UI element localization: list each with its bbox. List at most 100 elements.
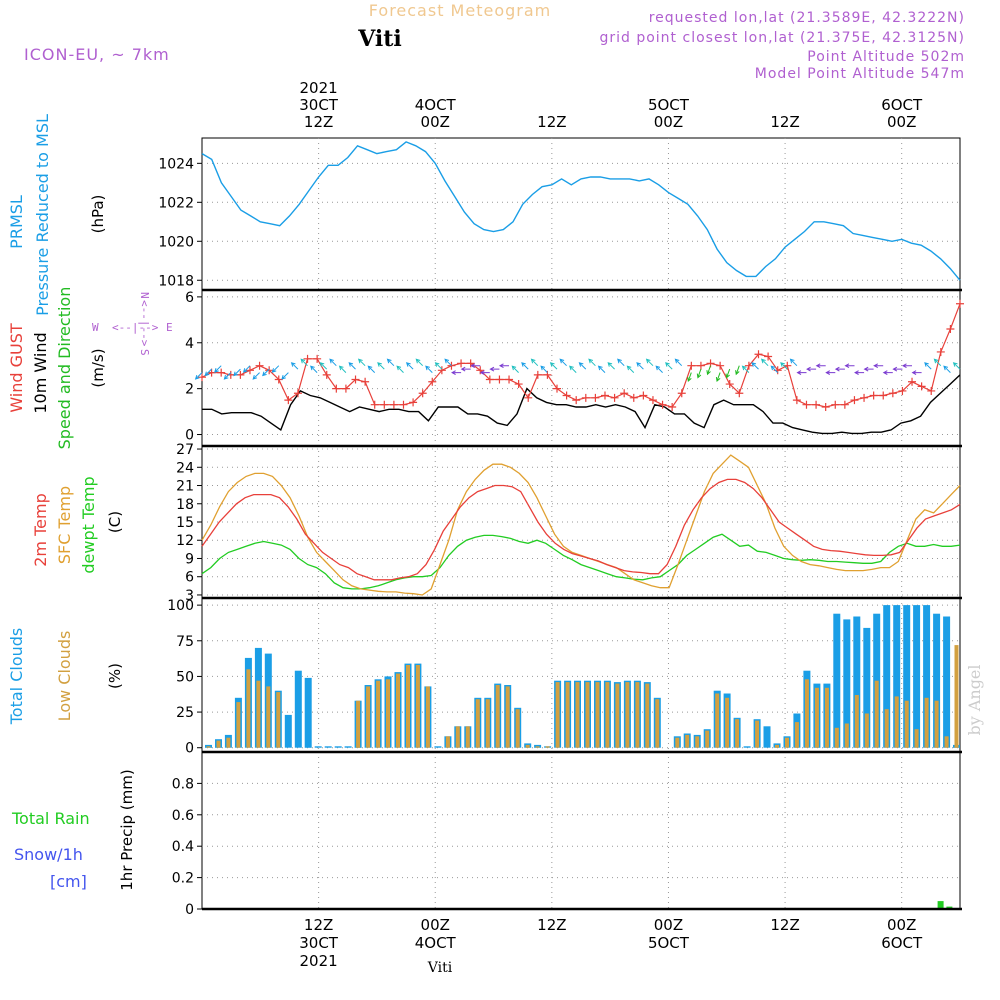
- low-cloud-bar: [625, 682, 630, 748]
- wind-gust-marker: [744, 361, 753, 370]
- wind-direction-arrow: [780, 362, 788, 370]
- wind-gust-marker: [245, 366, 254, 375]
- precip-unit-label: 1hr Precip (mm): [118, 769, 136, 890]
- low-cloud-bar: [635, 682, 640, 748]
- model-label: ICON-EU, ~ 7km: [24, 45, 170, 64]
- snow-unit-label: [cm]: [50, 872, 87, 891]
- low-cloud-bar: [685, 734, 690, 748]
- low-cloud-bar: [675, 737, 680, 748]
- total-cloud-bar: [893, 605, 901, 748]
- wind-gust-marker: [812, 400, 821, 409]
- low-cloud-bar: [376, 680, 381, 748]
- wind-gust-marker: [581, 393, 590, 402]
- low-cloud-bar: [445, 736, 450, 748]
- info-point-altitude: Point Altitude 502m: [807, 49, 965, 65]
- wind-gust-marker: [572, 396, 581, 405]
- temp-dewpt-label: dewpt Temp: [79, 476, 98, 573]
- low-cloud-bar: [864, 713, 869, 748]
- wind-gust-marker: [524, 393, 533, 402]
- wind-direction-arrow: [933, 358, 942, 367]
- wind-gust-marker: [495, 375, 504, 384]
- total-cloud-bar: [294, 670, 302, 748]
- pressure-ytick-label: 1018: [158, 273, 194, 289]
- wind-direction-arrow: [863, 366, 874, 372]
- total-cloud-bar: [853, 616, 861, 748]
- low-cloud-bar: [485, 699, 490, 748]
- low-cloud-bar: [824, 687, 829, 748]
- wind-frame: [201, 289, 961, 447]
- wind-unit-label: (m/s): [89, 348, 107, 387]
- wind-direction-arrow: [588, 358, 596, 367]
- clouds-ytick-label: 50: [176, 669, 194, 685]
- compass-north: N: [138, 292, 151, 299]
- low-cloud-bar: [276, 692, 281, 748]
- wind-direction-arrow: [425, 365, 433, 373]
- temperature-ytick-label: 12: [176, 533, 194, 549]
- wind-direction-arrow: [444, 358, 452, 367]
- total-rain-label: Total Rain: [11, 809, 90, 828]
- wind-gust-marker: [313, 354, 322, 363]
- wind-gust-marker: [389, 400, 398, 409]
- wind-gust-line: [201, 303, 961, 408]
- wind-direction-arrow: [396, 365, 404, 373]
- precipitation-ytick-label: 0.8: [172, 776, 194, 792]
- temperature-ytick-label: 3: [185, 588, 194, 604]
- pressure-frame: [201, 137, 961, 291]
- wind-gust-marker: [485, 375, 494, 384]
- total-cloud-bar: [903, 605, 911, 748]
- wind-direction-arrow: [815, 363, 826, 369]
- wind-direction-arrow: [214, 365, 222, 373]
- wind-gust-marker: [553, 384, 562, 393]
- wind-direction-arrow: [706, 365, 711, 376]
- wind-gust-marker: [629, 393, 638, 402]
- top-time-label: 2021: [300, 79, 338, 97]
- top-time-label: 12Z: [770, 113, 799, 131]
- wind-gust-marker: [610, 393, 619, 402]
- wind-gust-marker: [217, 368, 226, 377]
- compass-east: E: [166, 321, 173, 334]
- wind-direction-arrow: [607, 362, 615, 370]
- wind-direction-arrow: [329, 358, 337, 367]
- clouds-ytick-label: 25: [176, 705, 194, 721]
- wind-gust-marker: [284, 396, 293, 405]
- wind-direction-arrow: [367, 365, 376, 373]
- wind-gust-marker: [831, 400, 840, 409]
- low-cloud-bar: [924, 697, 929, 748]
- wind-direction-arrow: [597, 365, 606, 373]
- low-cloud-bar: [695, 736, 700, 748]
- low-cloud-bar: [904, 700, 909, 748]
- wind-direction-arrow: [873, 363, 884, 369]
- snow-label: Snow/1h: [14, 845, 83, 864]
- low-cloud-bar: [884, 709, 889, 748]
- low-cloud-bar: [705, 730, 710, 748]
- wind-direction-arrow: [665, 362, 673, 370]
- wind-gust-marker: [792, 396, 801, 405]
- low-cloud-bar: [356, 700, 361, 748]
- total-cloud-bar: [913, 605, 921, 748]
- wind-direction-arrow: [854, 370, 865, 375]
- low-cloud-bar: [475, 699, 480, 748]
- wind-gust-marker: [322, 370, 331, 379]
- top-time-label: 12Z: [304, 113, 333, 131]
- wind-gust-marker: [946, 325, 955, 333]
- top-time-label: 30CT: [299, 96, 339, 114]
- wind-direction-arrow: [377, 362, 385, 370]
- low-cloud-bar: [495, 685, 500, 748]
- wind-gust-marker: [802, 400, 811, 409]
- top-time-label: 00Z: [654, 113, 683, 131]
- temp-sfc-label: SFC Temp: [55, 486, 74, 564]
- prmsl-line: [201, 141, 961, 281]
- total-cloud-bar: [833, 613, 841, 748]
- pressure-panel: PRMSL Pressure Reduced to MSL (hPa) 1018…: [7, 114, 961, 316]
- wind-gust-marker: [648, 396, 657, 405]
- wind-10m-label: 10m Wind: [31, 332, 50, 413]
- low-cloud-bar: [465, 726, 470, 748]
- low-cloud-bar: [396, 673, 400, 748]
- wind-direction-arrow: [300, 358, 308, 367]
- low-cloud-bar: [894, 696, 899, 748]
- low-cloud-bar: [944, 736, 949, 748]
- temperature-ytick-label: 9: [185, 551, 194, 567]
- total-cloud-bar: [304, 677, 312, 748]
- low-cloud-bar: [366, 686, 371, 748]
- wind-gust-marker: [888, 389, 897, 398]
